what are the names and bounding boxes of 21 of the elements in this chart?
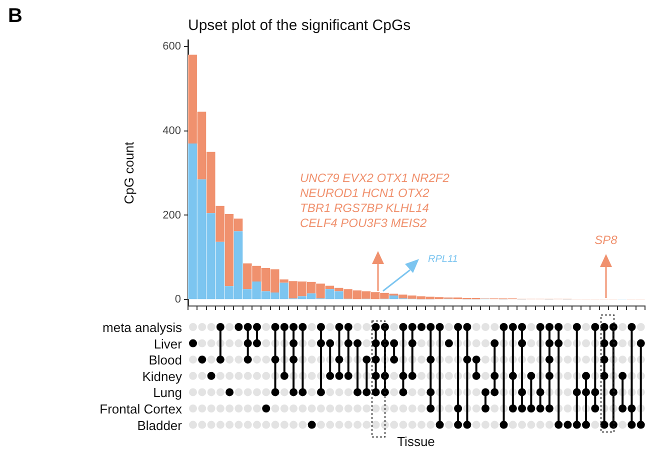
annotation: RPL11 (428, 254, 458, 265)
text: Frontal Cortex (100, 402, 182, 416)
annotation: NEUROD1 HCN1 OTX2 (300, 186, 430, 200)
y-tick-label: 400 (162, 124, 181, 137)
y-tick-label: 600 (162, 40, 181, 52)
annotation: TBR1 RGS7BP KLHL14 (300, 201, 430, 215)
text: Lung (153, 385, 182, 400)
chart-title: Upset plot of the significant CpGs (188, 17, 411, 34)
annotation: CELF4 POU3F3 MEIS2 (300, 216, 428, 230)
y-tick-label: 0 (174, 294, 181, 306)
text: B (8, 5, 22, 27)
text: Blood (148, 352, 182, 368)
text: Liver (154, 336, 183, 352)
annotation: UNC79 EVX2 OTX1 NR2F2 (300, 171, 450, 185)
text: meta analysis (102, 320, 182, 335)
text: Bladder (137, 418, 183, 433)
text: Tissue (397, 434, 435, 449)
text: Kidney (142, 368, 182, 384)
annotation: SP8 (594, 233, 618, 247)
y-tick-label: 200 (162, 209, 181, 222)
y-axis-title: CpG count (121, 142, 136, 204)
